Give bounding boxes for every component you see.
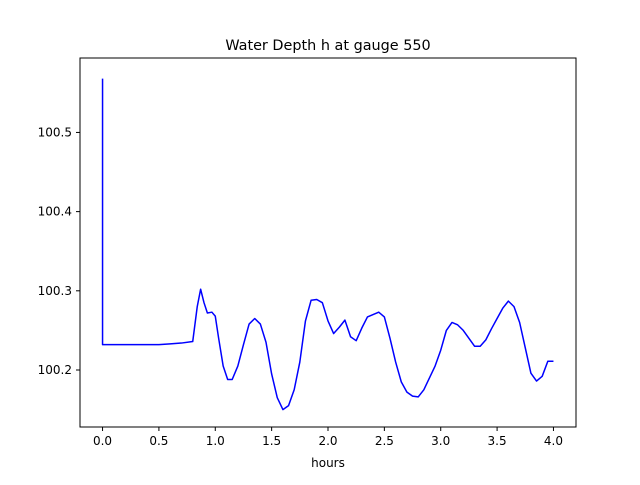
- x-tick-label: 2.0: [318, 434, 337, 448]
- x-tick-label: 0.5: [149, 434, 168, 448]
- x-axis-label: hours: [311, 456, 345, 470]
- y-tick-label: 100.4: [38, 205, 72, 219]
- x-axis-ticks: 0.0 0.5 1.0 1.5 2.0 2.5 3.0 3.5 4.0: [93, 427, 563, 448]
- y-axis-ticks: 100.2 100.3 100.4 100.5: [38, 125, 80, 377]
- x-tick-label: 3.0: [431, 434, 450, 448]
- plot-area: [101, 78, 554, 411]
- x-tick-label: 0.0: [93, 434, 112, 448]
- chart-title: Water Depth h at gauge 550: [225, 38, 430, 54]
- x-tick-label: 1.0: [206, 434, 225, 448]
- series-line-0: [101, 78, 554, 411]
- y-tick-label: 100.5: [38, 125, 72, 139]
- y-tick-label: 100.2: [38, 363, 72, 377]
- y-tick-label: 100.3: [38, 284, 72, 298]
- axes-frame: [79, 57, 577, 428]
- x-tick-label: 2.5: [375, 434, 394, 448]
- x-tick-label: 3.5: [488, 434, 507, 448]
- x-tick-label: 4.0: [544, 434, 563, 448]
- x-tick-label: 1.5: [262, 434, 281, 448]
